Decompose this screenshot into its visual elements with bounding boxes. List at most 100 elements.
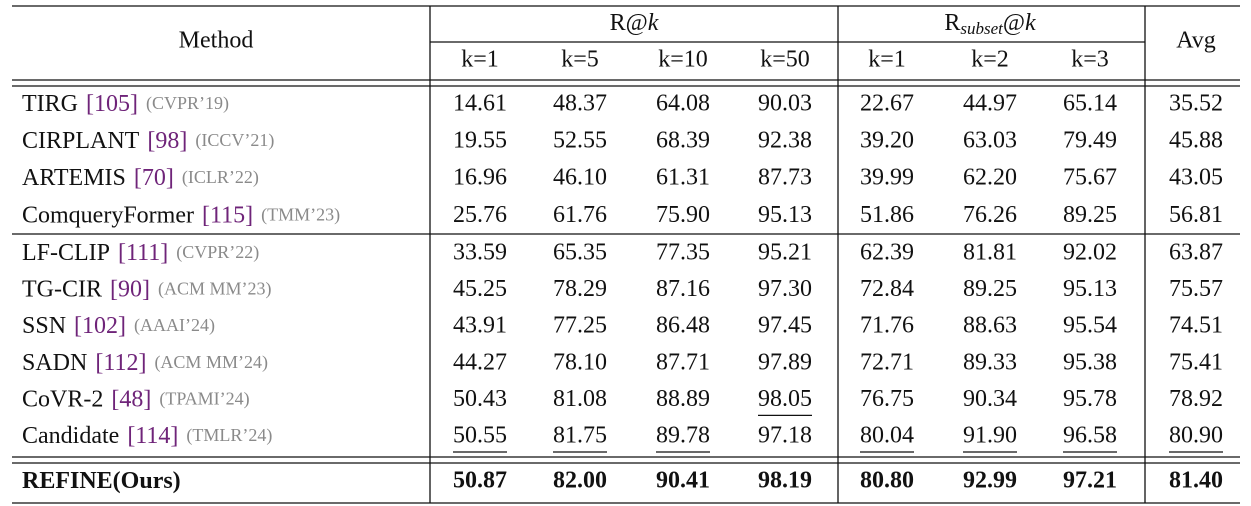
method-name: REFINE(Ours) — [22, 468, 181, 494]
method-cell: TIRG [105] (CVPR’19) — [22, 91, 229, 117]
venue: (ICCV’21) — [195, 130, 274, 151]
value-cell: 88.63 — [963, 313, 1017, 339]
value-cell: 14.61 — [453, 91, 507, 117]
value-cell: 65.35 — [553, 240, 607, 266]
citation: [90] — [110, 276, 150, 302]
venue: (TMM’23) — [261, 204, 340, 225]
value-cell: 65.14 — [1063, 91, 1117, 117]
column-header: k=1 — [868, 47, 906, 73]
avg-header: Avg — [1176, 28, 1216, 54]
citation: [102] — [74, 313, 126, 339]
citation: [48] — [111, 386, 151, 412]
value-cell: 76.26 — [963, 202, 1017, 228]
value-cell: 78.10 — [553, 349, 607, 375]
group-sub: subset — [960, 19, 1004, 38]
value-cell: 89.78 — [656, 423, 710, 449]
value-cell: 92.02 — [1063, 240, 1117, 266]
venue: (CVPR’19) — [146, 93, 229, 114]
column-header: k=3 — [1071, 47, 1109, 73]
value-cell: 44.27 — [453, 349, 507, 375]
value-cell: 44.97 — [963, 91, 1017, 117]
value-cell: 48.37 — [553, 91, 607, 117]
value-cell: 63.03 — [963, 128, 1017, 154]
value-cell: 45.25 — [453, 276, 507, 302]
value-cell: 75.67 — [1063, 165, 1117, 191]
value-cell: 97.21 — [1063, 468, 1117, 494]
value-cell: 81.75 — [553, 423, 607, 449]
value-cell: 43.05 — [1169, 165, 1223, 191]
column-header: k=5 — [561, 47, 599, 73]
value-cell: 88.89 — [656, 386, 710, 412]
value-cell: 63.87 — [1169, 240, 1223, 266]
value-cell: 91.90 — [963, 423, 1017, 449]
method-cell: CIRPLANT [98] (ICCV’21) — [22, 128, 274, 154]
method-cell: ComqueryFormer [115] (TMM’23) — [22, 202, 340, 228]
value-cell: 74.51 — [1169, 313, 1223, 339]
value-cell: 96.58 — [1063, 423, 1117, 449]
value-cell: 79.49 — [1063, 128, 1117, 154]
citation: [98] — [147, 128, 187, 154]
value-cell: 89.25 — [1063, 202, 1117, 228]
value-cell: 77.35 — [656, 240, 710, 266]
value-cell: 72.84 — [860, 276, 914, 302]
group-var: k — [648, 10, 659, 36]
value-cell: 22.67 — [860, 91, 914, 117]
citation: [111] — [118, 240, 168, 266]
value-cell: 77.25 — [553, 313, 607, 339]
value-cell: 90.41 — [656, 468, 710, 494]
value-cell: 95.54 — [1063, 313, 1117, 339]
value-cell: 46.10 — [553, 165, 607, 191]
group-text: R@ — [610, 10, 648, 36]
value-cell: 92.99 — [963, 468, 1017, 494]
venue: (ACM MM’23) — [158, 279, 272, 300]
value-cell: 50.87 — [453, 468, 507, 494]
value-cell: 45.88 — [1169, 128, 1223, 154]
value-cell: 76.75 — [860, 386, 914, 412]
value-cell: 81.08 — [553, 386, 607, 412]
value-cell: 68.39 — [656, 128, 710, 154]
value-cell: 98.05 — [758, 386, 812, 412]
value-cell: 19.55 — [453, 128, 507, 154]
method-name: ARTEMIS — [22, 165, 126, 191]
value-cell: 86.48 — [656, 313, 710, 339]
value-cell: 97.45 — [758, 313, 812, 339]
value-cell: 81.81 — [963, 240, 1017, 266]
method-cell: SADN [112] (ACM MM’24) — [22, 349, 268, 375]
column-header: k=1 — [461, 47, 499, 73]
value-cell: 92.38 — [758, 128, 812, 154]
value-cell: 95.38 — [1063, 349, 1117, 375]
value-cell: 52.55 — [553, 128, 607, 154]
value-cell: 80.04 — [860, 423, 914, 449]
column-header: k=2 — [971, 47, 1009, 73]
value-cell: 35.52 — [1169, 91, 1223, 117]
value-cell: 95.21 — [758, 240, 812, 266]
value-cell: 95.13 — [1063, 276, 1117, 302]
method-cell: ARTEMIS [70] (ICLR’22) — [22, 165, 259, 191]
value-cell: 81.40 — [1169, 468, 1223, 494]
citation: [70] — [134, 165, 174, 191]
method-cell: Candidate [114] (TMLR’24) — [22, 423, 272, 449]
method-name: TG-CIR — [22, 276, 102, 302]
method-cell: TG-CIR [90] (ACM MM’23) — [22, 276, 272, 302]
group-header: R@k — [610, 10, 659, 36]
value-cell: 97.30 — [758, 276, 812, 302]
value-cell: 75.90 — [656, 202, 710, 228]
value-cell: 56.81 — [1169, 202, 1223, 228]
value-cell: 71.76 — [860, 313, 914, 339]
value-cell: 43.91 — [453, 313, 507, 339]
method-name: SSN — [22, 313, 66, 339]
value-cell: 97.18 — [758, 423, 812, 449]
value-cell: 80.90 — [1169, 423, 1223, 449]
value-cell: 39.20 — [860, 128, 914, 154]
value-cell: 16.96 — [453, 165, 507, 191]
value-cell: 51.86 — [860, 202, 914, 228]
value-cell: 78.29 — [553, 276, 607, 302]
value-cell: 78.92 — [1169, 386, 1223, 412]
method-cell: LF-CLIP [111] (CVPR’22) — [22, 240, 259, 266]
value-cell: 87.71 — [656, 349, 710, 375]
value-cell: 95.78 — [1063, 386, 1117, 412]
value-cell: 61.31 — [656, 165, 710, 191]
venue: (TPAMI’24) — [159, 389, 249, 410]
group-text: R — [944, 10, 960, 36]
